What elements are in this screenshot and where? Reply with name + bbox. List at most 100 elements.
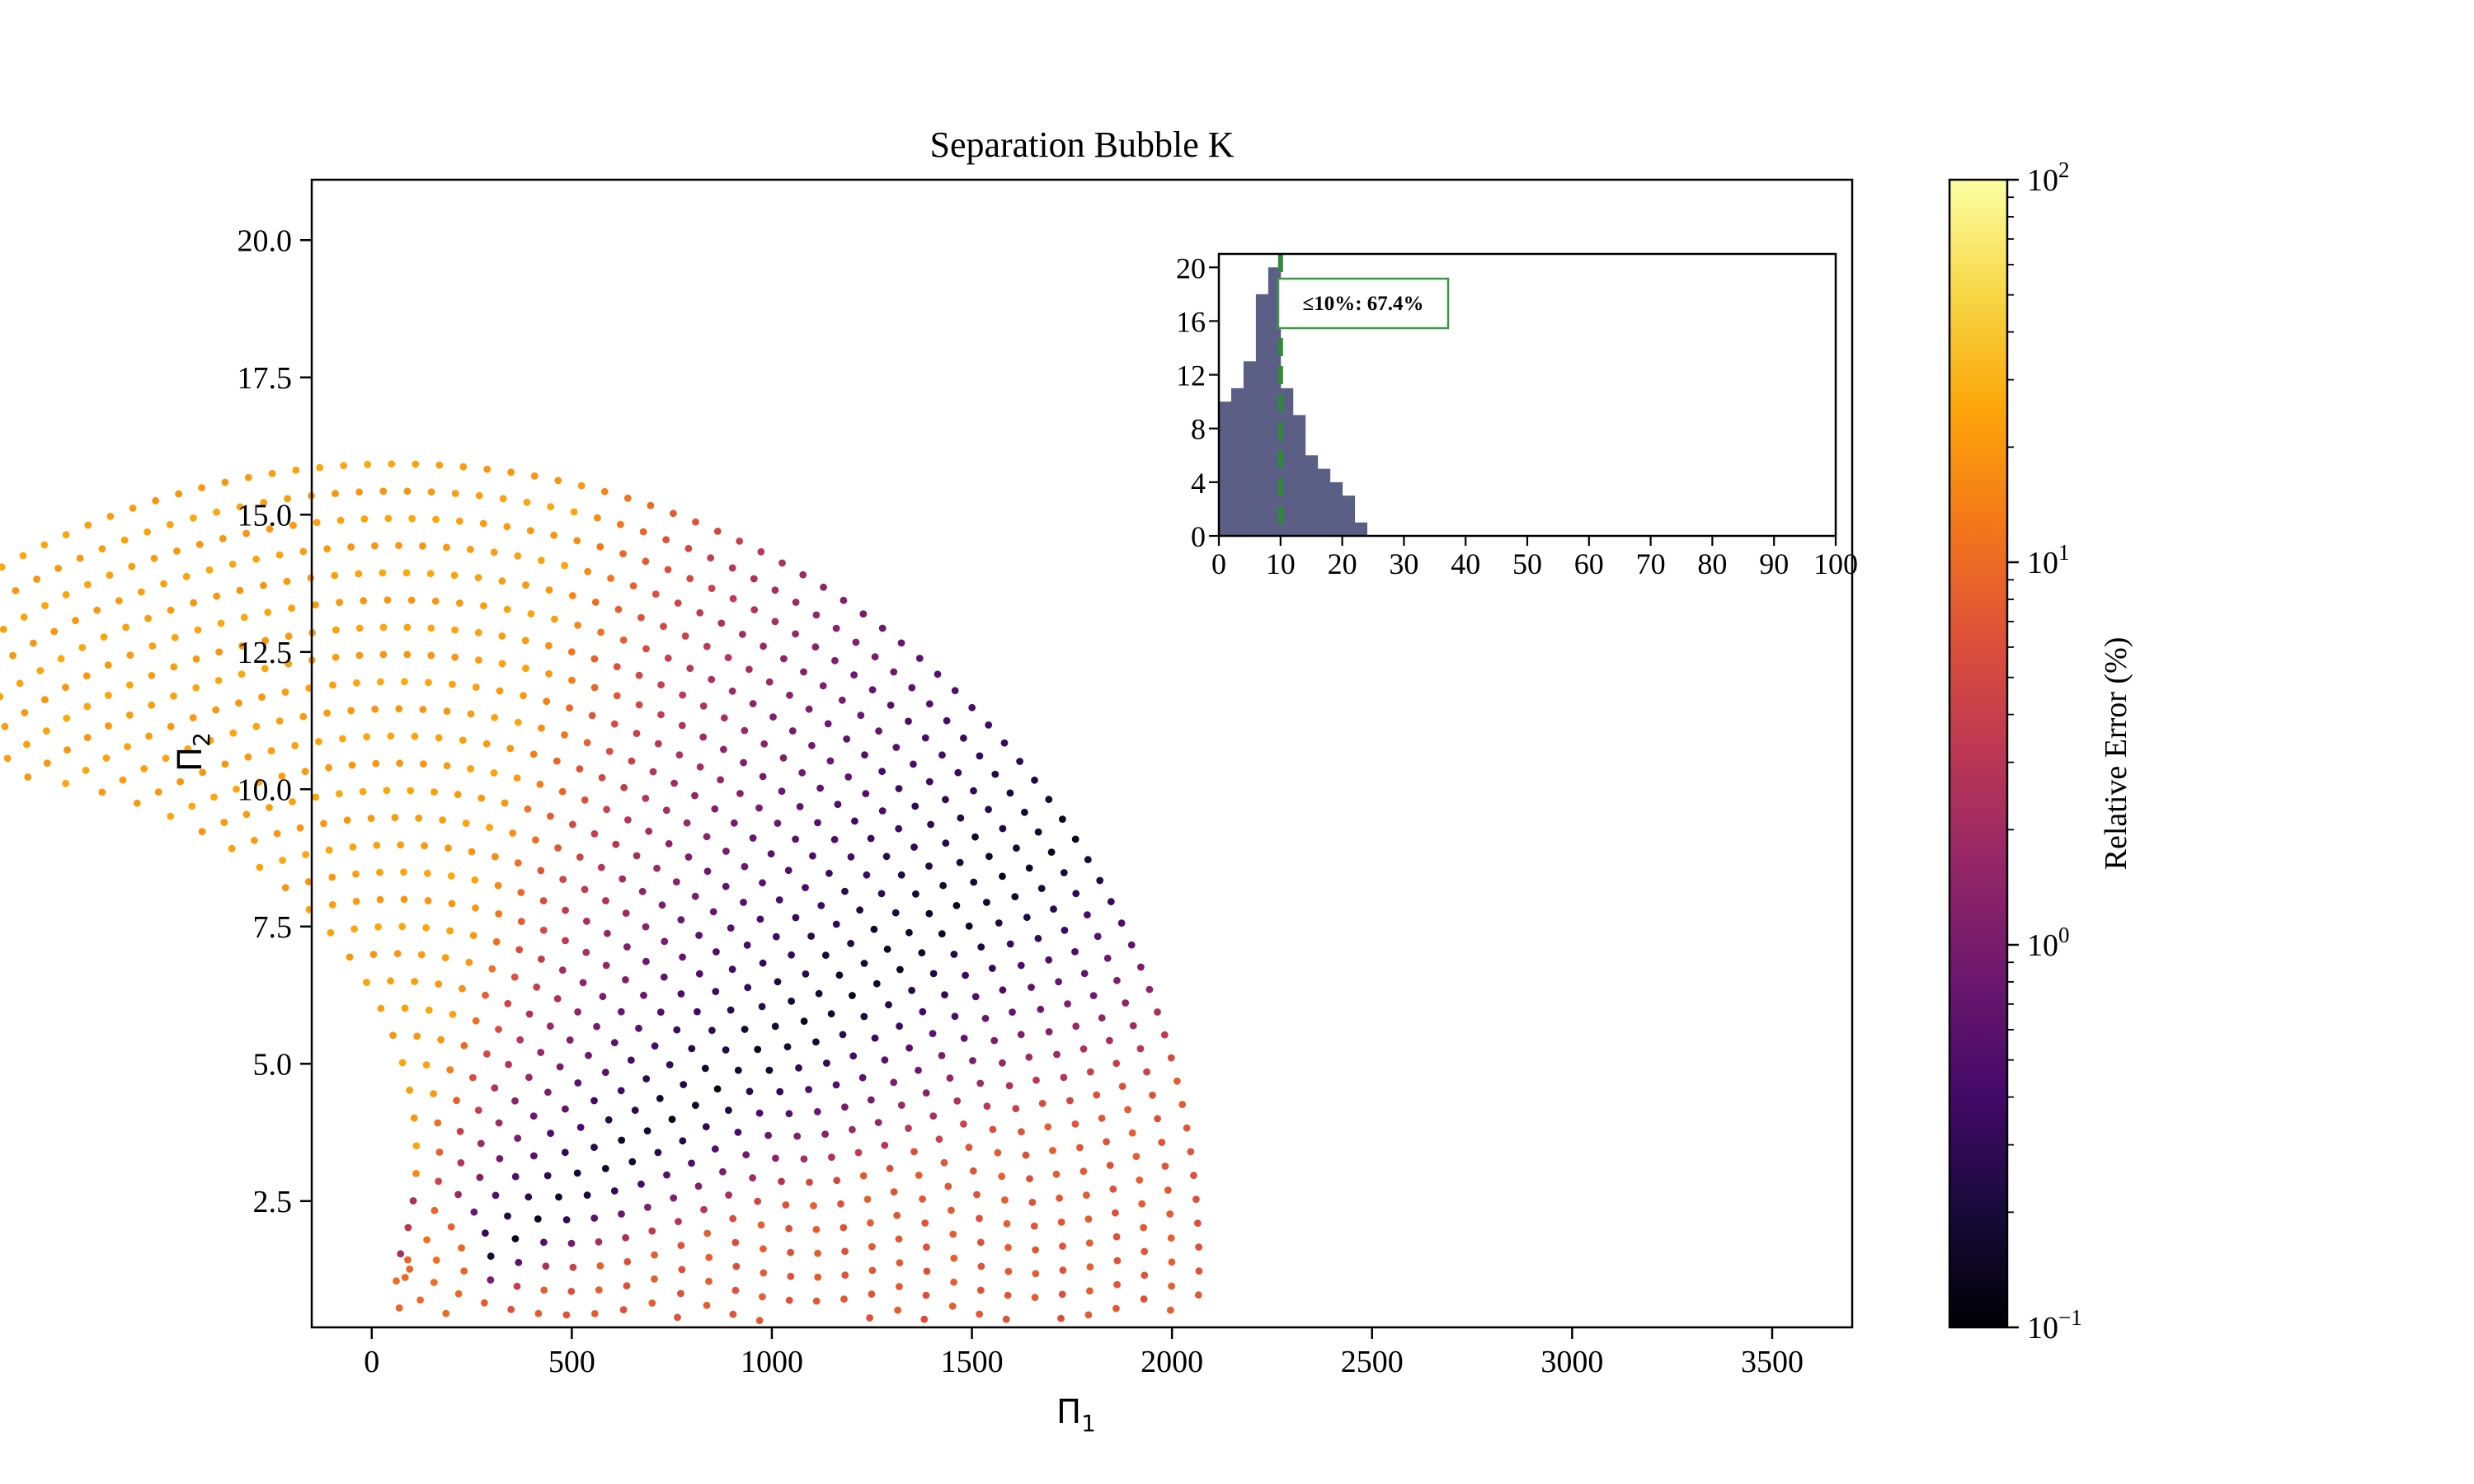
histogram-bar [1305, 455, 1319, 536]
scatter-point [115, 597, 123, 604]
scatter-point [728, 965, 736, 974]
scatter-point [538, 956, 545, 963]
scatter-point [456, 517, 463, 525]
scatter-point [891, 909, 900, 917]
scatter-point [20, 613, 28, 621]
x-tick-label: 3500 [1741, 1345, 1804, 1379]
scatter-point [16, 679, 24, 688]
scatter-point [837, 1200, 844, 1208]
scatter-point [844, 773, 853, 781]
scatter-point [729, 1214, 737, 1223]
scatter-point [221, 760, 229, 768]
scatter-point [328, 873, 336, 881]
scatter-point [593, 1022, 600, 1031]
scatter-point [856, 906, 863, 914]
colorbar: 102 101 100 10−1 Relative Error (%) [1948, 157, 2133, 1345]
scatter-point [759, 773, 767, 781]
scatter-point [410, 1114, 418, 1122]
scatter-point [1004, 1291, 1012, 1299]
scatter-point [468, 848, 476, 856]
scatter-point [106, 512, 115, 520]
scatter-point [236, 586, 244, 594]
scatter-point [379, 569, 387, 577]
scatter-point [128, 562, 136, 571]
scatter-point [878, 807, 887, 815]
scatter-point [459, 984, 466, 993]
scatter-point [1167, 1054, 1175, 1062]
scatter-point [841, 1247, 849, 1256]
scatter-point [820, 583, 827, 591]
scatter-point [480, 602, 487, 610]
scatter-point [355, 488, 363, 496]
scatter-point [171, 633, 179, 641]
scatter-point [760, 740, 769, 748]
scatter-point [708, 675, 716, 683]
scatter-point [1023, 913, 1031, 922]
scatter-point [355, 624, 364, 632]
scatter-point [1178, 1101, 1187, 1108]
scatter-point [792, 599, 800, 606]
scatter-point [372, 759, 380, 768]
scatter-point [1072, 890, 1080, 898]
scatter-point [785, 1110, 793, 1118]
scatter-point [778, 559, 786, 567]
scatter-point [583, 918, 590, 925]
scatter-point [427, 488, 435, 496]
scatter-point [745, 665, 753, 674]
scatter-point [542, 1262, 550, 1270]
scatter-point [938, 751, 946, 759]
scatter-point [84, 580, 92, 589]
scatter-point [1, 722, 9, 730]
scatter-point [807, 932, 815, 940]
scatter-point [841, 1271, 849, 1280]
scatter-point [1005, 1082, 1014, 1090]
scatter-point [925, 909, 934, 918]
scatter-point [633, 852, 641, 860]
scatter-point [618, 1210, 625, 1218]
scatter-point [574, 622, 581, 629]
scatter-point [691, 791, 698, 800]
scatter-point [799, 571, 807, 579]
scatter-point [612, 840, 620, 848]
scatter-point [19, 552, 27, 560]
scatter-point [623, 1282, 631, 1289]
scatter-point [863, 871, 871, 879]
scatter-point [533, 983, 541, 991]
scatter-point [688, 1159, 695, 1167]
scatter-point [1052, 1170, 1061, 1178]
scatter-point [213, 508, 220, 516]
scatter-point [1084, 911, 1091, 918]
scatter-point [228, 844, 236, 852]
scatter-point [912, 890, 920, 898]
scatter-point [668, 1115, 676, 1123]
scatter-point [188, 802, 196, 810]
scatter-point [838, 696, 846, 704]
scatter-point [722, 882, 730, 890]
inset-x-tick-label: 40 [1451, 547, 1480, 580]
scatter-point [939, 881, 947, 890]
scatter-point [709, 908, 717, 916]
scatter-point [741, 726, 749, 735]
scatter-point [275, 551, 284, 559]
scatter-point [496, 1155, 504, 1162]
scatter-point [514, 859, 522, 867]
scatter-point [788, 951, 795, 959]
scatter-point [1006, 789, 1014, 797]
scatter-point [403, 487, 412, 495]
scatter-point [868, 1266, 877, 1275]
scatter-point [878, 624, 887, 632]
scatter-point [573, 537, 581, 545]
scatter-point [1136, 1176, 1144, 1184]
scatter-point [767, 850, 775, 857]
scatter-point [1037, 885, 1046, 892]
scatter-point [406, 1087, 414, 1094]
scatter-point [758, 1003, 766, 1011]
scatter-point [219, 534, 227, 542]
scatter-point [523, 498, 531, 506]
scatter-point [376, 895, 384, 904]
scatter-point [591, 599, 600, 606]
scatter-point [1112, 1304, 1120, 1313]
scatter-point [422, 1061, 430, 1068]
histogram-bar [1230, 387, 1244, 536]
scatter-point [412, 1170, 420, 1177]
